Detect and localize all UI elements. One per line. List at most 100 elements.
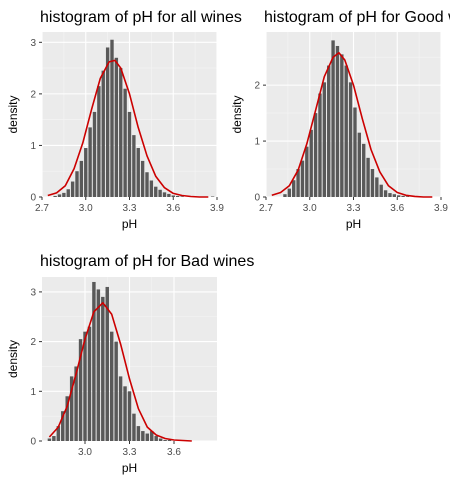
histogram-bar [388,193,392,197]
histogram-bar [87,326,92,441]
histogram-bar [335,45,340,198]
histogram-bar [65,396,69,441]
histogram-bar [75,171,79,197]
histogram-bar [405,196,410,197]
histogram-bar [119,68,123,197]
histogram-bar [118,376,123,441]
y-tick-label: 3 [30,38,36,49]
histogram-bar [101,70,105,197]
histogram-bar [370,169,375,197]
histogram-bar [127,111,132,197]
histogram-bar [88,127,92,197]
histogram-bar [163,440,167,441]
histogram-bar [96,289,101,441]
histogram-bar [110,39,114,197]
histogram-bar [175,195,180,197]
histogram-bar [47,438,52,441]
histogram-bar [392,194,397,197]
histogram-bar [327,65,331,197]
histogram-bar [56,426,61,441]
y-tick-label: 0 [254,193,260,204]
histogram-bar [318,93,322,197]
y-tick-label: 2 [254,81,260,92]
x-tick-label: 3.0 [78,447,92,458]
y-axis-label: density [6,95,20,133]
histogram-bar [154,436,158,441]
histogram-bar [296,169,300,197]
histogram-bar [154,186,158,197]
density-curve [48,302,192,442]
histogram-bar [300,160,305,197]
density-curve [47,59,209,198]
x-tick-label: 2.7 [259,203,273,214]
histogram-bar [292,180,296,197]
chart-title: histogram of pH for all wines [40,9,242,26]
histogram-bar [167,193,171,197]
histogram-bar [62,192,66,197]
histogram-bar [353,107,357,197]
histogram-bar [136,148,140,197]
histogram-panel-2: 3.0 3.3 3.6 0 1 2 3 pH density histogram of pH fo… [6,253,254,475]
y-tick-label: 0 [30,193,36,204]
histogram-bar [158,189,162,197]
chart-title: histogram of pH for Good wines [264,9,450,26]
density-curve [271,51,433,198]
histogram-bar [331,40,335,197]
x-tick-label: 3.3 [347,203,361,214]
x-tick-label: 3.6 [390,203,404,214]
x-tick-label: 3.6 [166,203,180,214]
y-axis-label: density [230,95,244,133]
histogram-bar [52,436,56,441]
histogram-bar [57,194,62,197]
histogram-bar [348,82,353,197]
y-tick-label: 1 [30,141,36,152]
histogram-bar [357,132,362,197]
histogram-bar [145,172,149,197]
histogram-bar [123,88,127,197]
y-tick-label: 3 [30,287,36,298]
x-axis-label: pH [122,461,137,475]
x-tick-label: 3.9 [210,203,224,214]
histogram-panel-1: 2.7 3.0 3.3 3.6 3.9 0 1 2 pH density histogram of … [230,9,450,231]
histogram-bar [101,296,105,441]
y-tick-label: 2 [30,337,36,348]
histogram-bar [366,157,370,197]
x-axis-label: pH [346,217,361,231]
x-tick-label: 3.9 [434,203,448,214]
histogram-bar [83,331,87,441]
histogram-bar [145,433,150,441]
x-axis-label: pH [122,217,137,231]
y-axis-label: density [6,340,20,378]
histogram-bar [132,413,136,441]
histogram-bar [167,440,172,441]
histogram-bar [322,82,327,197]
histogram-bar [61,411,65,441]
histogram-bar [162,192,167,197]
histogram-bar [397,195,401,197]
histogram-bar [383,190,388,197]
histogram-bar [140,160,145,197]
histogram-bar [287,188,292,197]
y-tick-label: 2 [30,89,36,100]
histogram-bar [180,196,184,197]
histogram-bar [132,135,136,197]
chart-title: histogram of pH for Bad wines [40,253,254,270]
histogram-bar [149,180,154,197]
histogram-bar [84,148,88,197]
y-tick-label: 0 [30,437,36,448]
histogram-bar [69,376,74,441]
x-tick-label: 3.0 [303,203,317,214]
histogram-bar [105,286,109,441]
histogram-bar [92,111,97,197]
histogram-bar [158,438,163,441]
x-tick-label: 3.6 [167,447,181,458]
histogram-bar [340,54,344,198]
histogram-bar [305,146,309,197]
histogram-bar [401,195,405,197]
x-tick-label: 3.3 [123,203,137,214]
histogram-bar [53,195,57,197]
histogram-bar [127,391,132,441]
histogram-bar [105,47,110,197]
histogram-bar [79,160,84,197]
histogram-bar [78,339,83,441]
